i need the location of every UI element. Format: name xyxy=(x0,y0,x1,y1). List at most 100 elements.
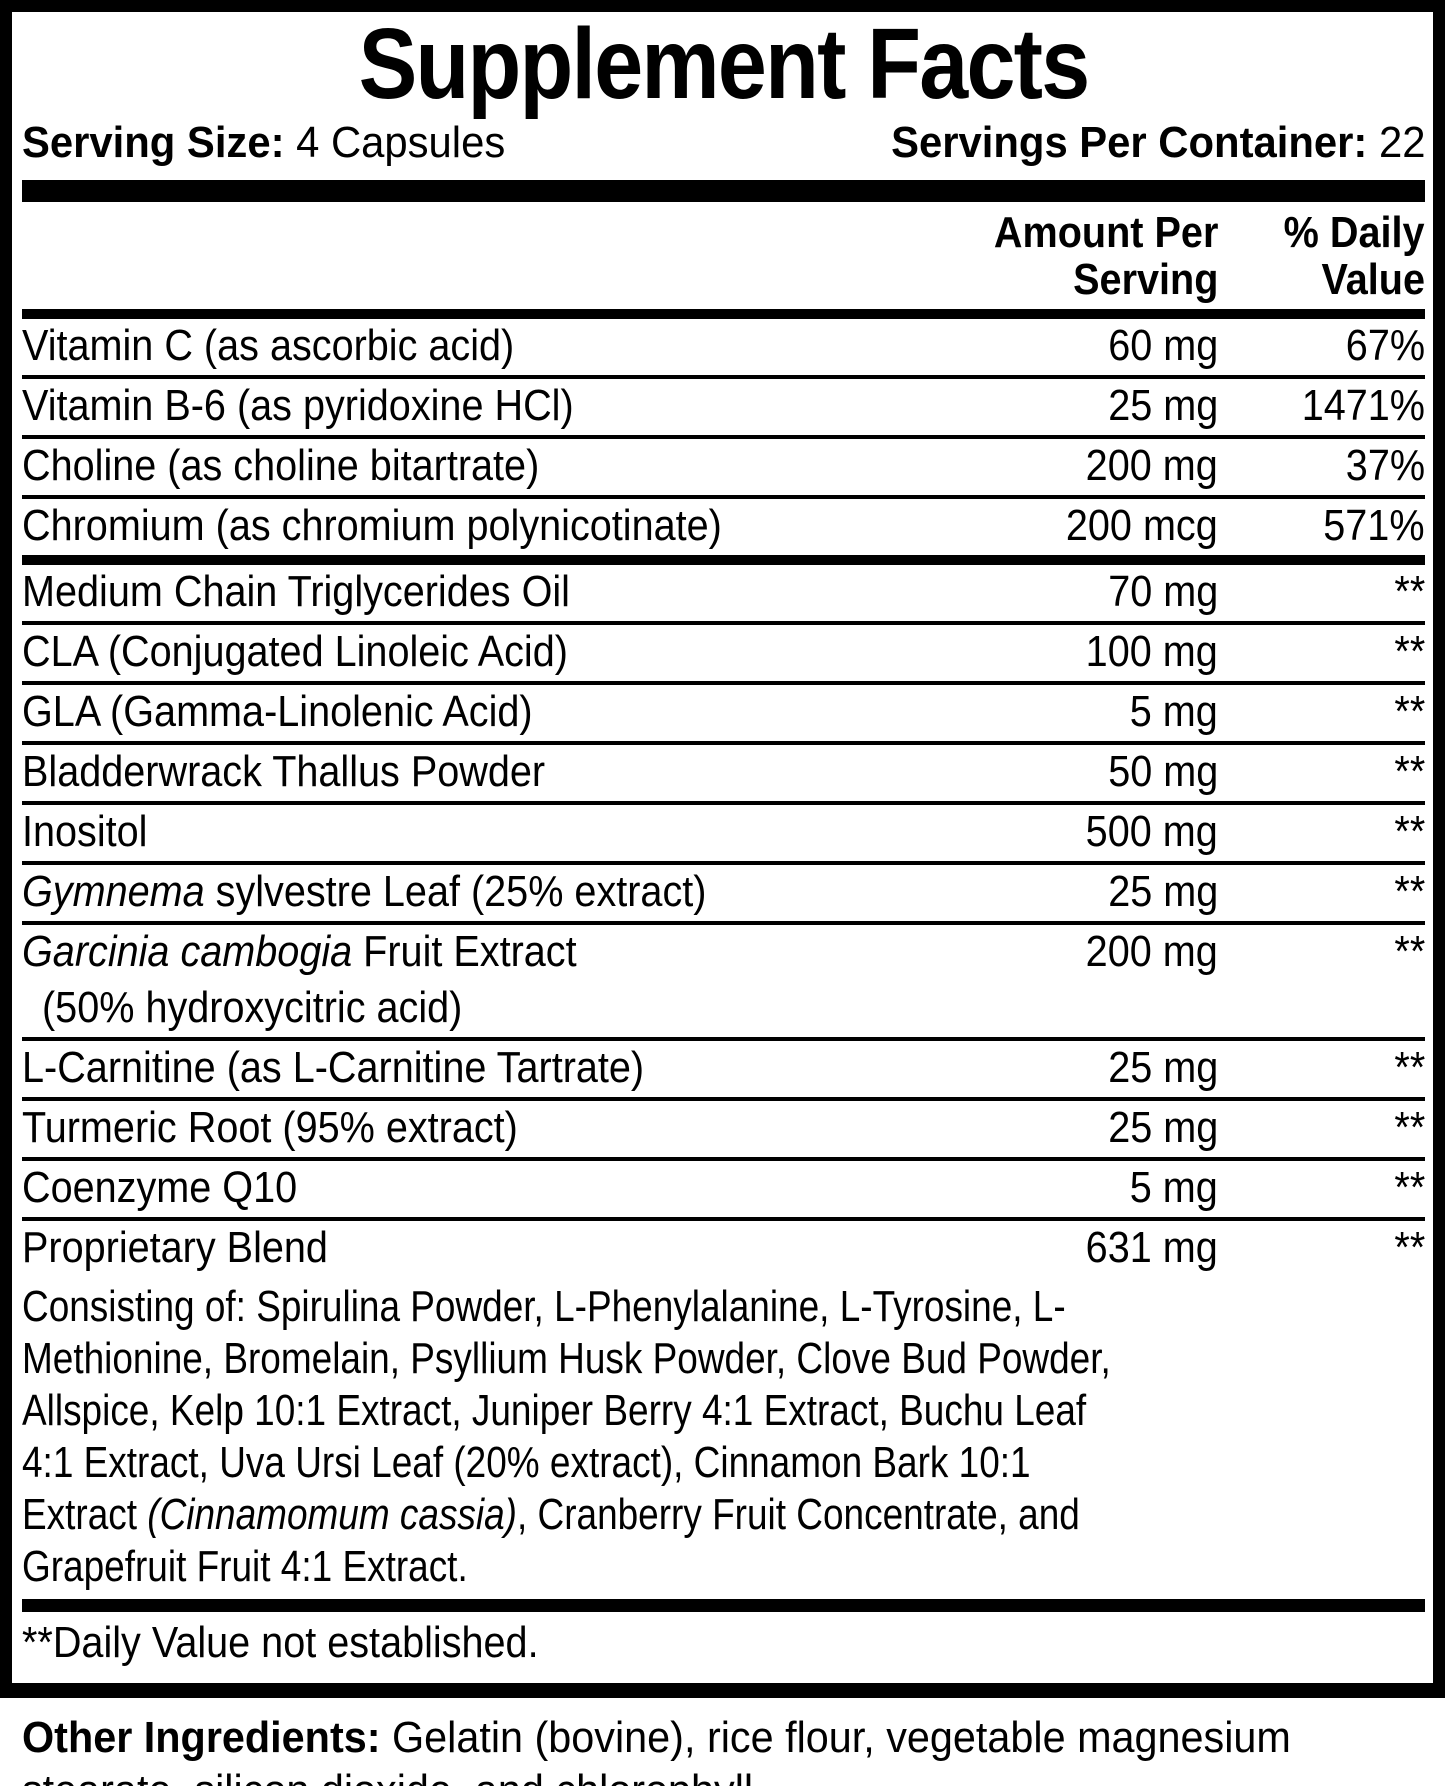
text-segment: Proprietary Blend xyxy=(22,1223,328,1273)
row-divider xyxy=(22,555,1425,566)
servings-per-container-value: 22 xyxy=(1378,118,1425,167)
ingredient-row: Coenzyme Q10 5 mg ** xyxy=(22,1161,1425,1217)
ingredient-amount: 70 mg xyxy=(938,570,1218,614)
row-divider xyxy=(22,1157,1425,1162)
serving-size: Serving Size: 4 Capsules xyxy=(22,118,531,167)
italic-text: Garcinia cambogia xyxy=(22,927,353,977)
ingredient-row: Proprietary Blend 631 mg ** Consisting of: … xyxy=(22,1221,1425,1598)
text-segment: Vitamin B-6 (as pyridoxine HCl) xyxy=(22,381,574,431)
ingredient-amount: 631 mg xyxy=(938,1226,1218,1270)
ingredient-name: Garcinia cambogia Fruit Extract (50% hydr… xyxy=(22,930,938,1030)
other-ingredients-label: Other Ingredients: xyxy=(22,1712,381,1762)
ingredient-row-line: Bladderwrack Thallus Powder 50 mg ** xyxy=(22,745,1425,801)
ingredient-daily-value: ** xyxy=(1218,930,1425,974)
text-segment: L-Carnitine (as L-Carnitine Tartrate) xyxy=(22,1043,645,1093)
ingredient-row: Medium Chain Triglycerides Oil 70 mg ** xyxy=(22,565,1425,621)
ingredient-amount-text: 100 mg xyxy=(1085,627,1218,677)
ingredient-row-line: L-Carnitine (as L-Carnitine Tartrate) 25 … xyxy=(22,1041,1425,1097)
ingredient-name: Bladderwrack Thallus Powder xyxy=(22,750,938,794)
ingredient-name-text: Coenzyme Q10 xyxy=(22,1166,297,1210)
ingredient-name: Coenzyme Q10 xyxy=(22,1166,938,1210)
text-segment: GLA (Gamma-Linolenic Acid) xyxy=(22,687,533,737)
ingredient-row-line: Vitamin C (as ascorbic acid) 60 mg 67% xyxy=(22,319,1425,375)
ingredient-name: L-Carnitine (as L-Carnitine Tartrate) xyxy=(22,1046,938,1090)
ingredient-name: Vitamin B-6 (as pyridoxine HCl) xyxy=(22,384,938,428)
ingredient-name: Proprietary Blend xyxy=(22,1226,938,1270)
ingredient-daily-value: ** xyxy=(1218,1166,1425,1210)
text-segment: Inositol xyxy=(22,807,148,857)
ingredient-row-line: GLA (Gamma-Linolenic Acid) 5 mg ** xyxy=(22,685,1425,741)
text-segment: , Cranberry Fruit Concentrate, and Grape… xyxy=(22,1490,1080,1591)
ingredient-row: Choline (as choline bitartrate) 200 mg 37% xyxy=(22,439,1425,495)
row-divider xyxy=(22,801,1425,806)
ingredient-daily-value: ** xyxy=(1218,630,1425,674)
ingredient-daily-value-text: ** xyxy=(1394,627,1425,677)
ingredient-name: Gymnema sylvestre Leaf (25% extract) xyxy=(22,870,938,914)
text-segment: Chromium (as chromium polynicotinate) xyxy=(22,501,722,551)
ingredient-name-text: GLA (Gamma-Linolenic Acid) xyxy=(22,690,533,734)
ingredient-row: Inositol 500 mg ** xyxy=(22,805,1425,861)
ingredient-daily-value-text: 67% xyxy=(1345,321,1425,371)
text-segment: Medium Chain Triglycerides Oil xyxy=(22,567,570,617)
ingredient-daily-value: ** xyxy=(1218,750,1425,794)
ingredient-daily-value: ** xyxy=(1218,1106,1425,1150)
ingredient-amount-text: 200 mg xyxy=(1085,927,1218,977)
proprietary-blend-details: Consisting of: Spirulina Powder, L-Pheny… xyxy=(22,1277,1143,1598)
ingredient-name-text: Garcinia cambogia Fruit Extract xyxy=(22,930,577,974)
ingredient-daily-value-text: ** xyxy=(1394,687,1425,737)
ingredient-amount-text: 200 mg xyxy=(1085,441,1218,491)
ingredient-row-line: CLA (Conjugated Linoleic Acid) 100 mg ** xyxy=(22,625,1425,681)
text-segment: Vitamin C (as ascorbic acid) xyxy=(22,321,515,371)
ingredient-amount-text: 25 mg xyxy=(1107,867,1218,917)
ingredient-row: CLA (Conjugated Linoleic Acid) 100 mg ** xyxy=(22,625,1425,681)
divider-footnote xyxy=(22,1598,1425,1612)
ingredient-amount: 100 mg xyxy=(938,630,1218,674)
ingredient-name: Choline (as choline bitartrate) xyxy=(22,444,938,488)
other-ingredients: Other Ingredients: Gelatin (bovine), ric… xyxy=(22,1712,1445,1786)
ingredient-amount: 50 mg xyxy=(938,750,1218,794)
row-divider xyxy=(22,861,1425,866)
serving-size-label: Serving Size: xyxy=(22,118,285,167)
ingredient-name: Turmeric Root (95% extract) xyxy=(22,1106,938,1150)
italic-text: (Cinnamomum cassia) xyxy=(147,1490,517,1540)
ingredient-amount: 200 mg xyxy=(938,930,1218,974)
ingredient-daily-value-text: ** xyxy=(1394,1163,1425,1213)
ingredient-amount: 200 mcg xyxy=(938,504,1218,548)
ingredient-row-line: Garcinia cambogia Fruit Extract (50% hydr… xyxy=(22,925,1425,1037)
row-divider xyxy=(22,375,1425,380)
panel-title: Supplement Facts xyxy=(358,8,1091,120)
row-divider xyxy=(22,921,1425,926)
serving-size-value: 4 Capsules xyxy=(296,118,506,167)
ingredient-amount-text: 25 mg xyxy=(1107,381,1218,431)
row-divider xyxy=(22,621,1425,626)
ingredient-name: Inositol xyxy=(22,810,938,854)
ingredient-amount-text: 60 mg xyxy=(1107,321,1218,371)
text-segment: Bladderwrack Thallus Powder xyxy=(22,747,546,797)
ingredient-amount-text: 50 mg xyxy=(1107,747,1218,797)
ingredient-daily-value-text: ** xyxy=(1394,747,1425,797)
text-segment: Choline (as choline bitartrate) xyxy=(22,441,540,491)
text-segment: sylvestre Leaf (25% extract) xyxy=(204,867,707,917)
ingredient-amount: 500 mg xyxy=(938,810,1218,854)
rows-container: Vitamin C (as ascorbic acid) 60 mg 67% Vita… xyxy=(22,319,1425,1598)
text-segment: Turmeric Root (95% extract) xyxy=(22,1103,518,1153)
ingredient-amount: 60 mg xyxy=(938,324,1218,368)
ingredient-name-text: Vitamin C (as ascorbic acid) xyxy=(22,324,514,368)
ingredient-row-line: Chromium (as chromium polynicotinate) 200… xyxy=(22,499,1425,555)
ingredient-name-text: L-Carnitine (as L-Carnitine Tartrate) xyxy=(22,1046,644,1090)
ingredient-name-text: Chromium (as chromium polynicotinate) xyxy=(22,504,722,548)
text-segment: Coenzyme Q10 xyxy=(22,1163,298,1213)
ingredient-name-text: Gymnema sylvestre Leaf (25% extract) xyxy=(22,870,706,914)
ingredient-daily-value-text: ** xyxy=(1394,1103,1425,1153)
ingredient-amount: 5 mg xyxy=(938,690,1218,734)
ingredient-name-text: CLA (Conjugated Linoleic Acid) xyxy=(22,630,568,674)
ingredient-amount-text: 5 mg xyxy=(1129,1163,1218,1213)
ingredient-row: Gymnema sylvestre Leaf (25% extract) 25 m… xyxy=(22,865,1425,921)
ingredient-daily-value-text: 37% xyxy=(1345,441,1425,491)
ingredient-row-line: Coenzyme Q10 5 mg ** xyxy=(22,1161,1425,1217)
ingredient-daily-value-text: ** xyxy=(1394,567,1425,617)
row-divider xyxy=(22,1037,1425,1042)
ingredient-amount: 5 mg xyxy=(938,1166,1218,1210)
ingredient-amount: 25 mg xyxy=(938,870,1218,914)
ingredient-daily-value-text: 571% xyxy=(1323,501,1425,551)
